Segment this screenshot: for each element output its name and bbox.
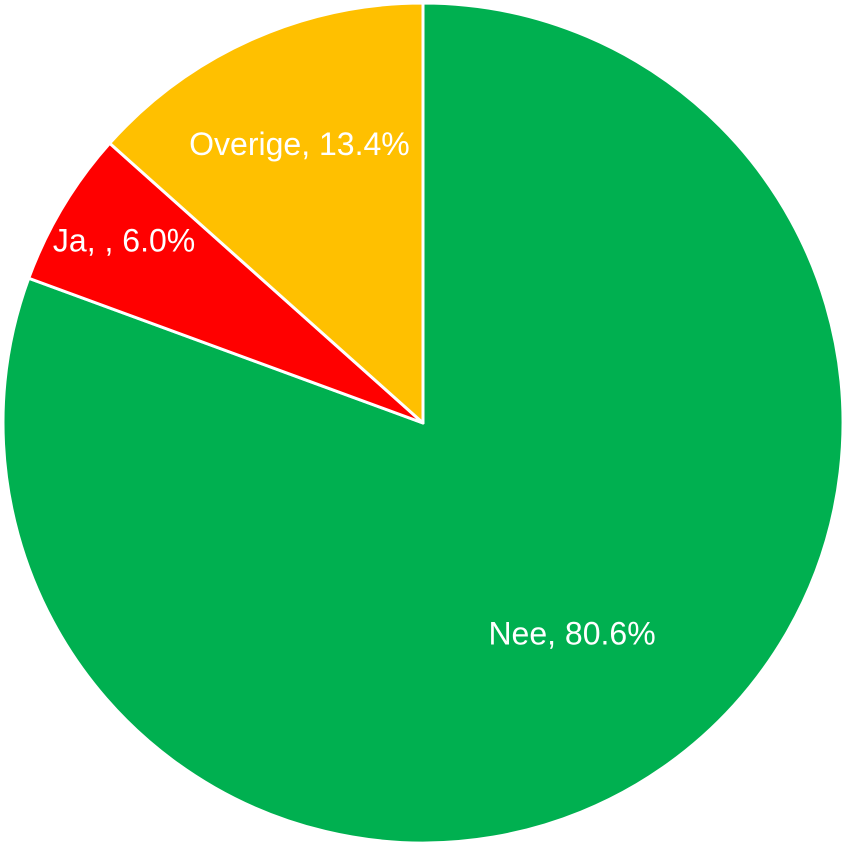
value-label: , 80.6%	[547, 616, 656, 652]
pie-slice	[108, 1, 425, 425]
pie-slice	[27, 141, 425, 425]
category-name: Nee	[488, 616, 547, 652]
data-label: Ja, , 6.0%	[53, 223, 195, 259]
value-label: , 13.4%	[301, 126, 410, 162]
value-label: , 6.0%	[104, 223, 195, 259]
data-label: Overige, 13.4%	[189, 126, 410, 162]
category-name: Overige	[189, 126, 301, 162]
data-label: Nee, 80.6%	[488, 616, 655, 652]
category-name: Ja,	[53, 223, 105, 259]
